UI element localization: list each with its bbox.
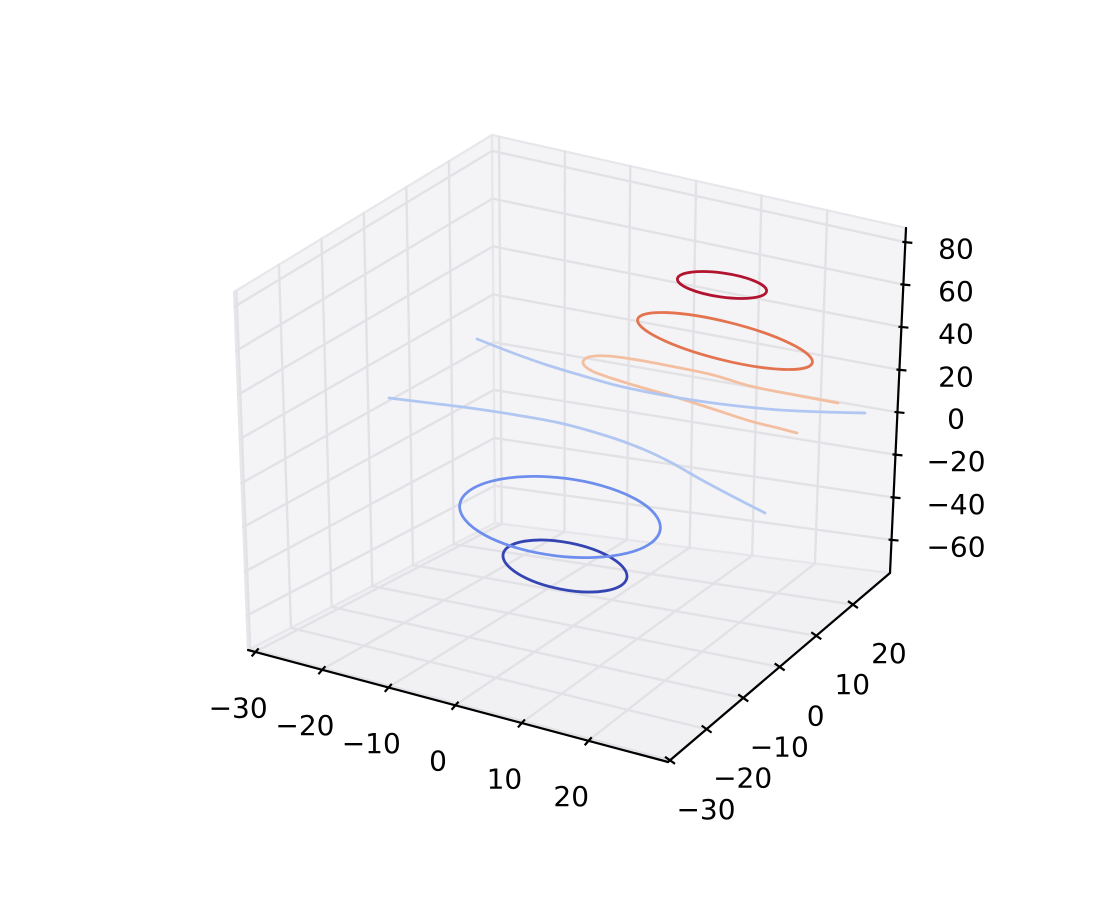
z-tick-mark [891, 497, 901, 498]
y-tick-label: 20 [871, 637, 907, 670]
z-tick-mark [896, 369, 906, 370]
z-tick-mark [892, 454, 902, 455]
x-tick-label: 0 [429, 745, 447, 778]
x-tick-label: −30 [209, 691, 268, 724]
y-tick-label: −10 [750, 730, 809, 763]
z-tick-label: −60 [926, 530, 985, 563]
z-tick-mark [900, 284, 910, 285]
z-tick-mark [902, 242, 912, 243]
z-tick-label: 60 [938, 275, 974, 308]
y-tick-label: −20 [713, 762, 772, 795]
z-tick-mark [889, 540, 899, 541]
y-tick-label: 0 [807, 699, 825, 732]
x-tick-label: 20 [553, 780, 589, 813]
z-tick-mark [898, 327, 908, 328]
x-tick-label: −20 [275, 709, 334, 742]
x-tick-label: −10 [342, 727, 401, 760]
z-tick-label: −40 [926, 488, 985, 521]
z-tick-label: 80 [938, 233, 974, 266]
z-tick-label: 0 [947, 403, 965, 436]
y-tick-label: −30 [676, 793, 735, 826]
z-tick-label: 40 [938, 318, 974, 351]
z-tick-mark [894, 412, 904, 413]
z-tick-label: 20 [938, 360, 974, 393]
x-tick-label: 10 [487, 762, 523, 795]
z-tick-label: −20 [926, 445, 985, 478]
y-tick-label: 10 [834, 668, 870, 701]
